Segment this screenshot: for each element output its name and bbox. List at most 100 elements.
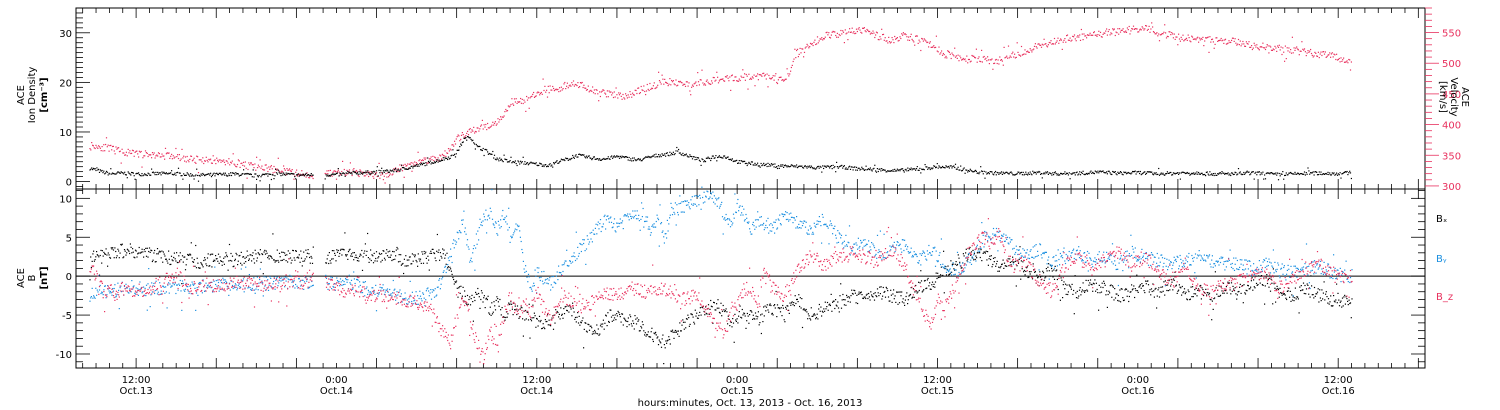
- field-point-0: [176, 252, 178, 254]
- velocity-point: [902, 32, 904, 34]
- density-point: [1084, 174, 1086, 176]
- velocity-point: [888, 41, 891, 43]
- field-point-0: [1034, 270, 1036, 273]
- velocity-point: [1228, 40, 1230, 42]
- density-point: [398, 169, 400, 171]
- density-point: [1038, 170, 1040, 173]
- velocity-point: [1099, 34, 1101, 36]
- density-point: [594, 158, 596, 160]
- field-point-0: [924, 279, 926, 282]
- density-point: [698, 159, 700, 161]
- field-point-0: [268, 258, 270, 260]
- field-point-0: [97, 254, 99, 257]
- field-point-0: [522, 335, 524, 337]
- field-point-0: [403, 272, 405, 275]
- field-point-0: [1211, 319, 1213, 321]
- density-point: [505, 158, 507, 161]
- velocity-point: [692, 85, 694, 87]
- field-point-0: [802, 309, 804, 311]
- velocity-point: [400, 168, 402, 170]
- velocity-point: [696, 84, 698, 87]
- density-point: [1085, 173, 1087, 175]
- density-point: [871, 170, 873, 172]
- velocity-point: [853, 31, 855, 33]
- density-point: [459, 146, 461, 148]
- velocity-point: [1059, 39, 1061, 42]
- density-point: [835, 171, 837, 173]
- field-point-0: [444, 257, 446, 259]
- field-point-0: [567, 305, 569, 307]
- field-point-0: [876, 296, 878, 298]
- velocity-point: [243, 165, 246, 167]
- density-point: [378, 169, 380, 171]
- velocity-point: [460, 138, 462, 140]
- density-point: [952, 165, 954, 168]
- velocity-point: [1189, 40, 1191, 42]
- field-point-0: [180, 259, 182, 261]
- field-point-0: [498, 305, 500, 307]
- field-point-0: [1129, 291, 1131, 293]
- field-point-0: [1135, 289, 1137, 292]
- field-point-0: [799, 305, 801, 308]
- density-point: [1114, 171, 1116, 173]
- velocity-point: [614, 96, 616, 98]
- field-point-0: [1216, 293, 1218, 295]
- field-point-0: [1123, 299, 1125, 301]
- field-point-0: [890, 294, 892, 296]
- density-point: [414, 165, 417, 167]
- field-point-0: [176, 261, 178, 264]
- field-point-0: [463, 300, 465, 302]
- density-point: [151, 168, 153, 170]
- density-point: [407, 168, 409, 170]
- field-point-0: [871, 295, 873, 297]
- field-point-0: [1252, 289, 1254, 291]
- field-point-0: [1036, 274, 1038, 276]
- velocity-point: [1205, 37, 1207, 39]
- field-point-0: [930, 288, 932, 290]
- density-point: [179, 172, 181, 174]
- velocity-point: [434, 157, 437, 159]
- density-point: [503, 154, 505, 156]
- velocity-point: [665, 81, 667, 83]
- velocity-point: [809, 46, 811, 48]
- density-point: [708, 157, 710, 159]
- velocity-point: [1315, 52, 1317, 54]
- field-point-0: [457, 296, 459, 298]
- field-point-0: [242, 256, 245, 258]
- field-point-0: [355, 254, 357, 256]
- density-point: [1018, 171, 1020, 173]
- density-point: [595, 158, 597, 160]
- density-point: [1184, 172, 1186, 174]
- field-point-0: [110, 247, 112, 249]
- density-point: [1017, 171, 1019, 173]
- velocity-point: [439, 154, 441, 156]
- field-point-0: [414, 256, 416, 258]
- field-point-0: [1068, 284, 1070, 286]
- density-point: [716, 160, 718, 162]
- density-point: [482, 147, 484, 150]
- velocity-point: [560, 86, 562, 88]
- field-point-0: [216, 258, 218, 260]
- velocity-point: [1220, 37, 1222, 40]
- velocity-point: [858, 27, 860, 29]
- density-point: [1133, 171, 1135, 173]
- velocity-point: [435, 159, 437, 161]
- density-point: [867, 168, 869, 170]
- density-point: [705, 157, 707, 159]
- velocity-point: [203, 162, 205, 165]
- density-point: [602, 158, 604, 160]
- velocity-point: [1105, 30, 1107, 32]
- velocity-point: [610, 91, 612, 93]
- density-point: [1276, 174, 1278, 176]
- field-point-0: [898, 291, 900, 293]
- field-point-0: [610, 316, 613, 318]
- density-point: [928, 167, 930, 169]
- velocity-point: [413, 164, 415, 166]
- density-point: [987, 172, 989, 174]
- field-point-0: [1001, 263, 1003, 265]
- velocity-point: [847, 39, 849, 41]
- field-point-0: [446, 252, 448, 254]
- density-point: [526, 162, 529, 164]
- field-point-0: [249, 254, 251, 256]
- field-point-0: [855, 302, 857, 304]
